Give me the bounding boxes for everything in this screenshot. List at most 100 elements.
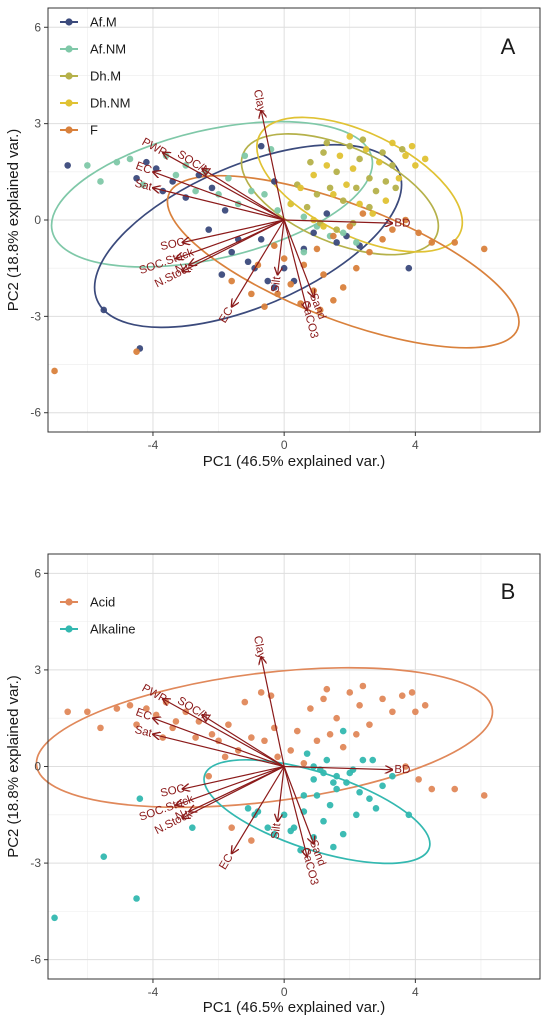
data-point — [428, 239, 436, 246]
loading-arrow — [284, 220, 392, 223]
loading-label: Clay — [251, 635, 268, 660]
loading-arrow — [261, 657, 285, 767]
legend-label: Af.M — [90, 15, 117, 30]
data-point — [133, 348, 140, 355]
data-point — [320, 695, 327, 703]
loading-arrow — [189, 219, 285, 265]
data-point — [402, 152, 409, 160]
data-point — [300, 213, 308, 221]
loading-arrow — [176, 219, 285, 259]
loading-arrow — [278, 219, 285, 275]
y-tick-label: 3 — [34, 117, 41, 131]
legend-key-dot — [65, 625, 73, 633]
loading-arrow — [232, 219, 285, 307]
data-point — [310, 776, 317, 783]
data-point — [300, 248, 308, 256]
loading-label: Silt — [270, 822, 284, 840]
data-point — [333, 239, 340, 246]
data-point — [379, 782, 386, 790]
data-point — [375, 158, 383, 166]
data-point — [172, 718, 180, 725]
data-point — [248, 187, 255, 195]
data-point — [257, 235, 265, 243]
data-point — [274, 207, 281, 214]
data-point — [208, 184, 216, 192]
data-point — [336, 152, 344, 160]
data-point — [346, 142, 354, 150]
data-point — [225, 174, 232, 182]
x-tick-label: 0 — [281, 438, 288, 452]
data-point — [372, 187, 380, 195]
data-point — [343, 181, 350, 188]
ellipse-acid — [35, 666, 494, 809]
loading-label: BD — [394, 764, 410, 776]
loading-label: SOC — [159, 783, 186, 800]
data-point — [221, 207, 229, 214]
data-point — [192, 187, 199, 195]
data-point — [205, 226, 213, 233]
loading-arrow — [163, 699, 285, 768]
data-point — [389, 226, 396, 233]
data-point — [330, 843, 337, 851]
y-axis-title: PC2 (18.8% explained var.) — [5, 675, 22, 858]
data-point — [303, 750, 311, 757]
data-point — [339, 743, 347, 751]
data-point — [379, 695, 386, 703]
data-point — [271, 830, 278, 838]
legend-item: Dh.NM — [60, 96, 130, 111]
data-point — [310, 171, 317, 179]
data-point — [241, 698, 249, 706]
data-point — [398, 146, 406, 153]
data-point — [359, 682, 367, 690]
data-point — [228, 824, 235, 831]
loading-arrow — [278, 766, 285, 822]
data-point — [257, 142, 265, 150]
data-point — [480, 245, 488, 253]
loading-label: EC — [134, 706, 153, 723]
data-point — [205, 772, 213, 780]
legend-item: Alkaline — [60, 622, 136, 637]
data-point — [287, 200, 295, 208]
data-point — [333, 772, 340, 780]
data-point — [323, 139, 331, 147]
ellipse-af-nm — [50, 120, 374, 268]
data-point — [323, 685, 331, 693]
data-point — [356, 702, 363, 709]
data-point — [323, 756, 331, 764]
data-point — [395, 174, 403, 182]
data-point — [264, 824, 272, 831]
data-point — [330, 191, 337, 198]
data-point — [346, 769, 354, 777]
data-point — [228, 248, 235, 256]
data-point — [248, 734, 255, 741]
data-point — [257, 689, 265, 696]
data-point — [136, 795, 144, 802]
loading-arrow — [202, 169, 285, 221]
data-point — [382, 178, 390, 185]
data-point — [421, 155, 429, 163]
loading-arrow — [189, 765, 285, 812]
loading-arrow — [232, 766, 285, 854]
data-point — [389, 708, 396, 716]
y-tick-label: 6 — [34, 566, 41, 580]
series-alkaline — [51, 727, 413, 922]
data-point — [313, 737, 321, 745]
x-tick-label: -4 — [148, 985, 159, 999]
data-point — [412, 708, 419, 716]
x-tick-label: 0 — [281, 985, 288, 999]
y-tick-label: -6 — [30, 406, 41, 420]
data-point — [310, 763, 317, 770]
legend-item: Acid — [60, 595, 115, 610]
data-point — [326, 801, 334, 809]
data-point — [113, 158, 121, 166]
y-tick-label: -3 — [30, 856, 41, 870]
data-point — [316, 306, 324, 314]
loading-arrow — [153, 188, 285, 221]
loading-arrow — [284, 767, 392, 770]
data-point — [139, 181, 147, 188]
data-point — [152, 711, 160, 719]
data-point — [366, 795, 373, 802]
panel-a: ClayPWPECSatSOC/NSOCSOC.StockN.StockNECS… — [5, 7, 541, 470]
data-point — [333, 168, 340, 176]
data-point — [97, 178, 104, 185]
